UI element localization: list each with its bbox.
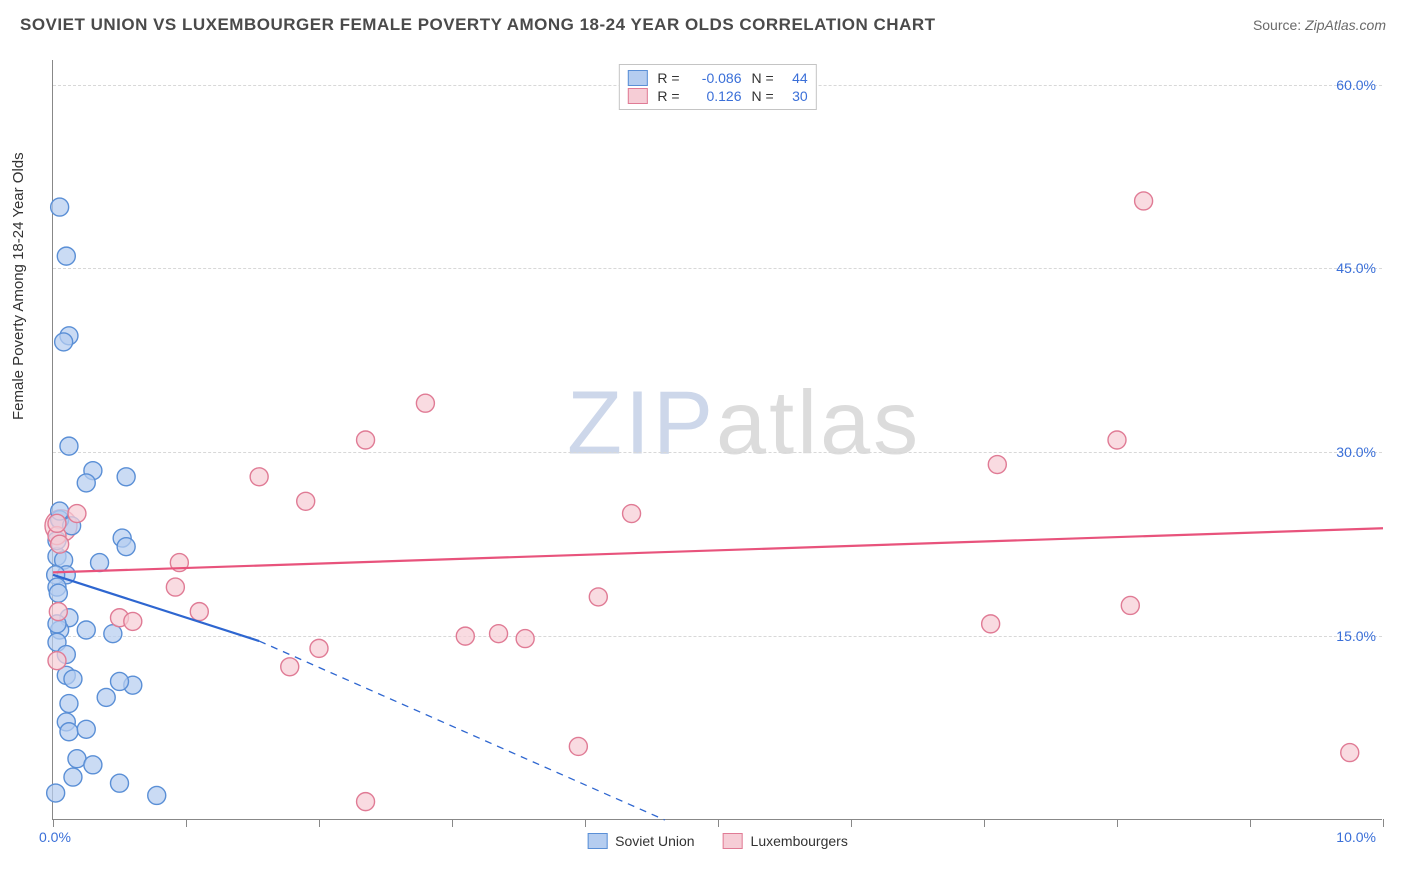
scatter-point <box>111 774 129 792</box>
scatter-point <box>250 468 268 486</box>
source-name: ZipAtlas.com <box>1305 17 1386 33</box>
scatter-point <box>490 625 508 643</box>
legend-item-soviet: Soviet Union <box>587 833 694 849</box>
scatter-point <box>281 658 299 676</box>
scatter-point <box>64 768 82 786</box>
swatch-soviet-icon <box>587 833 607 849</box>
scatter-svg <box>53 60 1382 819</box>
y-axis-label: Female Poverty Among 18-24 Year Olds <box>10 152 27 420</box>
scatter-point <box>51 198 69 216</box>
scatter-point <box>357 431 375 449</box>
y-tick-label: 30.0% <box>1336 444 1376 460</box>
scatter-point <box>124 612 142 630</box>
scatter-point <box>357 793 375 811</box>
x-tick <box>186 819 187 827</box>
y-tick-label: 45.0% <box>1336 260 1376 276</box>
scatter-point <box>148 786 166 804</box>
scatter-point <box>1121 596 1139 614</box>
scatter-point <box>68 505 86 523</box>
scatter-point <box>1341 744 1359 762</box>
x-tick <box>1250 819 1251 827</box>
legend-label-soviet: Soviet Union <box>615 833 694 849</box>
scatter-point <box>64 670 82 688</box>
scatter-point <box>190 603 208 621</box>
scatter-point <box>416 394 434 412</box>
x-tick <box>984 819 985 827</box>
scatter-point <box>111 672 129 690</box>
scatter-point <box>297 492 315 510</box>
x-tick <box>851 819 852 827</box>
scatter-point <box>623 505 641 523</box>
scatter-point <box>84 756 102 774</box>
x-tick <box>1383 819 1384 827</box>
swatch-lux-icon <box>723 833 743 849</box>
scatter-point <box>516 630 534 648</box>
scatter-point <box>77 474 95 492</box>
x-tick <box>319 819 320 827</box>
scatter-point <box>1108 431 1126 449</box>
x-axis-max-label: 10.0% <box>1336 829 1376 845</box>
scatter-point <box>60 695 78 713</box>
scatter-point <box>47 784 65 802</box>
scatter-point <box>55 333 73 351</box>
y-tick-label: 60.0% <box>1336 77 1376 93</box>
scatter-point <box>49 584 67 602</box>
scatter-point <box>57 247 75 265</box>
scatter-point <box>310 639 328 657</box>
scatter-point <box>97 688 115 706</box>
scatter-point <box>117 538 135 556</box>
trend-line <box>53 528 1383 572</box>
scatter-point <box>569 737 587 755</box>
source-prefix: Source: <box>1253 17 1305 33</box>
scatter-point <box>91 554 109 572</box>
x-tick <box>452 819 453 827</box>
scatter-point <box>51 535 69 553</box>
scatter-point <box>49 603 67 621</box>
scatter-point <box>117 468 135 486</box>
x-tick <box>585 819 586 827</box>
scatter-point <box>77 621 95 639</box>
scatter-point <box>60 723 78 741</box>
source-attribution: Source: ZipAtlas.com <box>1253 17 1386 33</box>
scatter-point <box>60 437 78 455</box>
scatter-point <box>48 652 66 670</box>
scatter-point <box>77 720 95 738</box>
scatter-point <box>1135 192 1153 210</box>
legend-series: Soviet Union Luxembourgers <box>587 833 848 849</box>
plot-area: ZIPatlas 0.0% 10.0% R = -0.086 N = 44 R … <box>52 60 1382 820</box>
x-tick <box>53 819 54 827</box>
scatter-point <box>48 514 66 532</box>
legend-item-lux: Luxembourgers <box>723 833 848 849</box>
legend-label-lux: Luxembourgers <box>751 833 848 849</box>
scatter-point <box>988 456 1006 474</box>
x-tick <box>1117 819 1118 827</box>
chart-title: SOVIET UNION VS LUXEMBOURGER FEMALE POVE… <box>20 15 936 35</box>
scatter-point <box>456 627 474 645</box>
x-tick <box>718 819 719 827</box>
x-axis-min-label: 0.0% <box>39 829 71 845</box>
scatter-point <box>589 588 607 606</box>
y-tick-label: 15.0% <box>1336 628 1376 644</box>
scatter-point <box>166 578 184 596</box>
scatter-point <box>982 615 1000 633</box>
trend-line <box>259 641 665 820</box>
